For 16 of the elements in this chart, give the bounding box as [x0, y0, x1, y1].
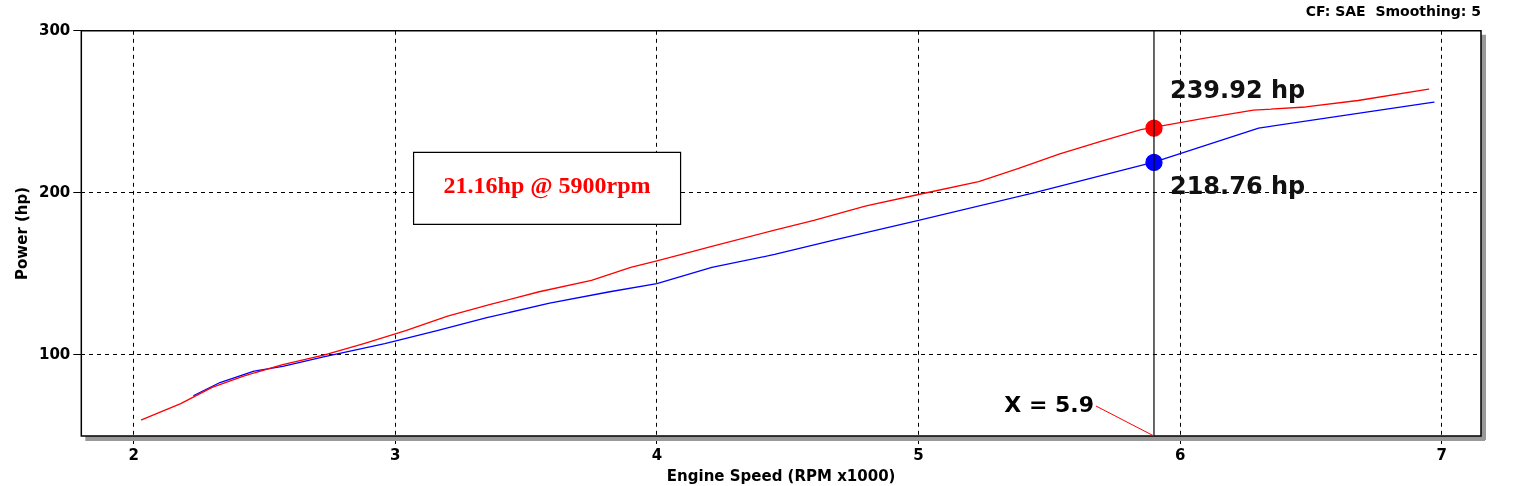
y-tick-label: 200	[39, 182, 71, 201]
y-tick-label: 300	[39, 20, 71, 39]
x-axis-title: Engine Speed (RPM x1000)	[666, 466, 896, 485]
x-tick-label: 2	[128, 445, 139, 464]
y-axis-title: Power (hp)	[12, 186, 31, 280]
ref-line-label: X = 5.9	[1004, 391, 1094, 417]
chart-subtitle: CF: SAE Smoothing: 5	[1305, 3, 1481, 20]
annotation: 21.16hp @ 5900rpm	[443, 171, 651, 199]
annotation: 218.76 hp	[1169, 171, 1306, 200]
x-tick-label: 6	[1174, 445, 1186, 464]
annotation: 239.92 hp	[1169, 76, 1306, 105]
x-tick-label: 7	[1436, 445, 1447, 464]
x-tick-label: 5	[913, 445, 924, 464]
x-tick-label: 3	[390, 445, 401, 464]
x-tick-label: 4	[651, 445, 663, 464]
y-tick-label: 100	[39, 344, 71, 363]
